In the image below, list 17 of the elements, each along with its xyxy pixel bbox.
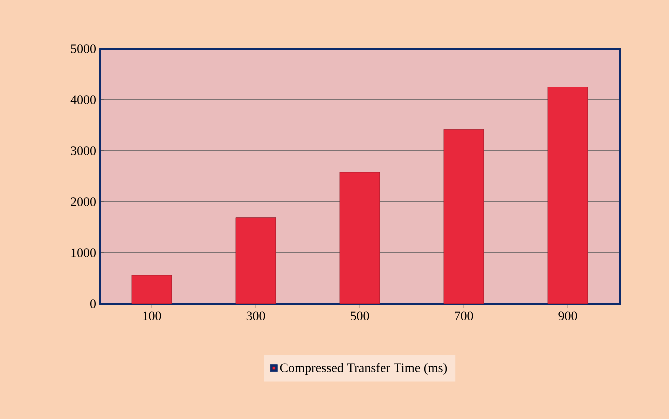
bar — [132, 275, 172, 304]
y-tick-label: 2000 — [71, 198, 96, 206]
bar — [236, 218, 276, 304]
y-tick-label: 1000 — [72, 248, 96, 258]
x-tick-label: 100 — [143, 312, 162, 321]
x-tick-label: 900 — [558, 312, 578, 321]
y-tick-label: 3000 — [71, 146, 96, 156]
y-tick-label: 4000 — [70, 96, 96, 104]
bar — [444, 129, 484, 304]
bar — [548, 87, 588, 304]
bar — [340, 172, 380, 304]
x-tick-label: 700 — [455, 312, 474, 321]
y-tick-label: 5000 — [71, 44, 96, 54]
legend-label: Compressed Transfer Time (ms) — [280, 363, 448, 376]
x-tick-label: 300 — [246, 312, 266, 321]
x-tick-label: 500 — [351, 312, 370, 321]
y-tick-label: 0 — [90, 300, 96, 308]
